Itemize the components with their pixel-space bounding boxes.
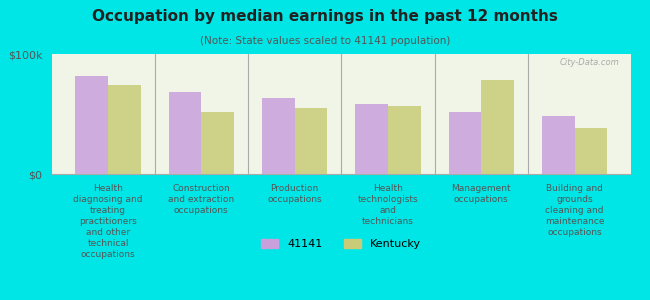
Bar — [202, 112, 234, 174]
Legend: 41141, Kentucky: 41141, Kentucky — [256, 233, 426, 255]
Bar — [388, 106, 421, 174]
Bar — [575, 128, 607, 174]
Text: Occupation by median earnings in the past 12 months: Occupation by median earnings in the pas… — [92, 9, 558, 24]
Bar — [481, 80, 514, 174]
Bar — [294, 108, 327, 174]
Text: City-Data.com: City-Data.com — [559, 58, 619, 67]
Bar — [108, 85, 140, 174]
Bar — [168, 92, 202, 174]
Bar — [75, 76, 108, 174]
Text: (Note: State values scaled to 41141 population): (Note: State values scaled to 41141 popu… — [200, 36, 450, 46]
Bar — [356, 104, 388, 174]
Bar — [542, 116, 575, 174]
Bar — [262, 98, 294, 174]
Bar — [448, 112, 481, 174]
